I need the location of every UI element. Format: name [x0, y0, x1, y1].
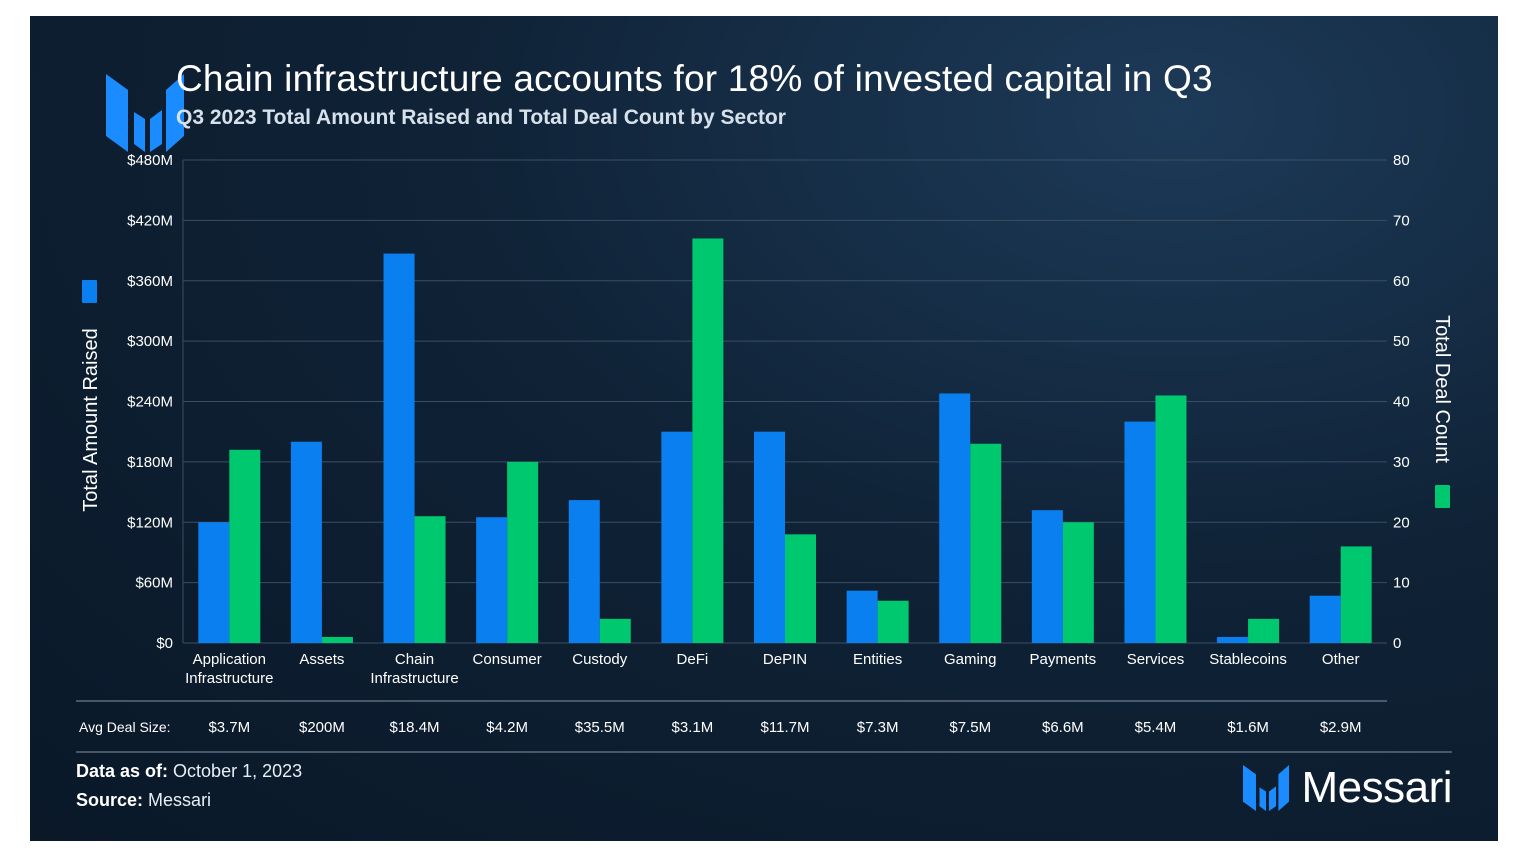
left-axis-tick-label: $180M — [127, 454, 173, 471]
messari-brand-icon — [1243, 765, 1290, 811]
brand-logo: Messari — [1243, 763, 1452, 812]
source-note: Source: Messari — [76, 790, 211, 811]
data-as-of-note: Data as of: October 1, 2023 — [76, 761, 302, 782]
left-axis-tick-label: $480M — [127, 152, 173, 169]
chart-subtitle: Q3 2023 Total Amount Raised and Total De… — [176, 106, 786, 129]
avg-deal-size-value: $18.4M — [390, 719, 440, 736]
brand-name: Messari — [1301, 763, 1452, 812]
deal-count-bar — [321, 636, 353, 643]
deal-count-bar — [229, 449, 261, 643]
deal-count-bar — [1248, 618, 1280, 643]
right-axis-tick-label: 20 — [1393, 514, 1410, 531]
data-as-of-value: October 1, 2023 — [173, 761, 303, 781]
category-label: Entities — [853, 651, 902, 668]
avg-deal-size-value: $200M — [299, 719, 345, 736]
category-label: Payments — [1029, 651, 1096, 668]
deal-count-bar — [785, 534, 816, 643]
category-label: Services — [1127, 651, 1185, 668]
category-label: Custody — [572, 651, 628, 668]
amount-raised-bar — [1031, 510, 1063, 643]
category-label: DePIN — [763, 651, 807, 668]
right-axis-tick-label: 80 — [1393, 152, 1410, 169]
left-axis-tick-label: $120M — [127, 514, 173, 531]
amount-raised-bar — [383, 253, 415, 644]
left-axis-title: Total Amount Raised — [80, 328, 102, 511]
avg-deal-size-value: $11.7M — [761, 719, 810, 736]
category-label: Stablecoins — [1209, 651, 1287, 668]
category-label: Application — [193, 651, 266, 668]
chart-card — [30, 16, 1498, 841]
avg-deal-size-label: Avg Deal Size: — [79, 719, 171, 735]
data-as-of-label: Data as of: — [76, 761, 169, 781]
messari-logo-icon — [106, 74, 184, 152]
left-axis-tick-label: $420M — [127, 212, 173, 229]
category-label: Chain — [395, 651, 434, 668]
category-label: Gaming — [944, 651, 997, 668]
deal-count-bar — [507, 461, 539, 643]
right-axis-tick-label: 60 — [1393, 273, 1410, 290]
avg-deal-size-value: $7.5M — [949, 719, 991, 736]
deal-count-bar — [692, 238, 724, 644]
right-axis-tick-label: 30 — [1393, 454, 1410, 471]
right-axis-tick-label: 0 — [1393, 635, 1401, 652]
left-axis-tick-label: $300M — [127, 333, 173, 350]
amount-raised-bar — [476, 517, 508, 643]
category-label: DeFi — [677, 651, 709, 668]
deal-count-bar — [599, 618, 631, 643]
category-label: Other — [1322, 651, 1360, 668]
amount-raised-bar — [754, 431, 785, 643]
amount-raised-bar — [1217, 636, 1249, 643]
avg-deal-size-value: $1.6M — [1227, 719, 1269, 736]
deal-count-bar — [1155, 395, 1187, 643]
amount-raised-bar — [939, 393, 971, 643]
avg-deal-size-value: $3.7M — [208, 719, 250, 736]
category-label: Assets — [299, 651, 344, 668]
amount-raised-bar — [1309, 595, 1341, 643]
left-axis-tick-label: $360M — [127, 273, 173, 290]
avg-deal-size-value: $2.9M — [1320, 719, 1362, 736]
right-axis-tick-label: 70 — [1393, 212, 1410, 229]
right-axis-tick-label: 40 — [1393, 394, 1410, 411]
avg-deal-size-value: $6.6M — [1042, 719, 1084, 736]
deal-count-bar — [970, 443, 1002, 643]
avg-deal-size-value: $4.2M — [486, 719, 528, 736]
source-label: Source: — [76, 790, 144, 810]
amount-raised-bar — [198, 522, 230, 643]
deal-count-bar — [414, 516, 446, 643]
avg-deal-size-value: $7.3M — [857, 719, 899, 736]
category-label: Infrastructure — [185, 670, 273, 687]
amount-raised-bar — [846, 590, 878, 643]
amount-raised-legend-swatch — [82, 280, 97, 303]
amount-raised-bar — [568, 500, 600, 643]
right-axis-tick-label: 50 — [1393, 333, 1410, 350]
right-axis-title: Total Deal Count — [1431, 315, 1453, 463]
left-axis-tick-label: $240M — [127, 394, 173, 411]
amount-raised-bar — [661, 431, 693, 643]
amount-raised-bar — [290, 441, 322, 643]
right-axis-tick-label: 10 — [1393, 575, 1410, 592]
avg-deal-size-value: $3.1M — [672, 719, 714, 736]
deal-count-bar — [1062, 522, 1094, 643]
category-label: Consumer — [473, 651, 542, 668]
left-axis-tick-label: $60M — [135, 575, 173, 592]
category-label: Infrastructure — [370, 670, 458, 687]
deal-count-bar — [877, 600, 909, 643]
avg-deal-size-value: $5.4M — [1135, 719, 1177, 736]
amount-raised-bar — [1124, 421, 1156, 643]
avg-deal-size-value: $35.5M — [575, 719, 625, 736]
deal-count-bar — [1340, 546, 1372, 643]
left-axis-tick-label: $0 — [156, 635, 173, 652]
deal-count-legend-swatch — [1435, 485, 1450, 508]
chart-title: Chain infrastructure accounts for 18% of… — [176, 58, 1213, 99]
source-value: Messari — [148, 790, 212, 810]
